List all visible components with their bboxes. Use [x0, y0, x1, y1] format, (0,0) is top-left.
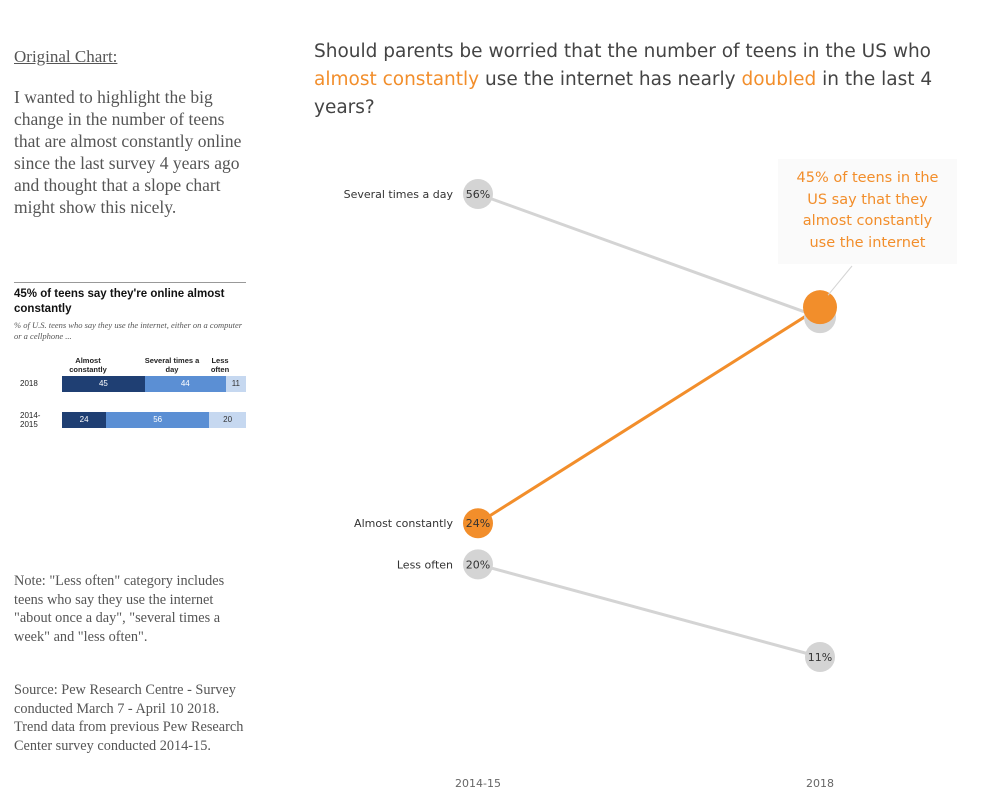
point-less-often-2018	[805, 642, 835, 672]
original-chart-bar-segment: 11	[225, 376, 246, 392]
original-chart-subtitle: % of U.S. teens who say they use the int…	[14, 320, 243, 341]
original-chart-thumbnail: 45% of teens say they're online almost c…	[14, 282, 246, 433]
original-chart-bar-segment: 56	[106, 412, 210, 428]
original-chart-bar-segment: 24	[62, 412, 107, 428]
chart-question-title: Should parents be worried that the numbe…	[314, 38, 974, 122]
series-name-less-often: Less often	[397, 558, 453, 571]
original-chart-row-label: 2018	[20, 379, 38, 388]
data-label-less-often-2018: 11%	[808, 651, 832, 664]
series-line-less-often	[476, 562, 822, 659]
original-chart-column-header: Almost constantly	[69, 356, 107, 374]
series-name-several-times-a-day: Several times a day	[344, 188, 454, 201]
question-part-2: use the internet has nearly	[479, 69, 742, 90]
question-highlight-almost-constantly: almost constantly	[314, 69, 480, 90]
original-chart-heading: Original Chart:	[14, 47, 118, 66]
point-almost-constantly-2014-15	[463, 508, 493, 539]
data-label-several-times-a-day-2014-15: 56%	[466, 188, 490, 201]
point-several-times-a-day-2014-15	[463, 179, 493, 209]
original-chart-title: 45% of teens say they're online almost c…	[14, 288, 225, 315]
original-chart-bar-segment: 45	[62, 376, 145, 392]
series-line-almost-constantly	[476, 305, 822, 525]
x-axis-tick-label: 2018	[806, 777, 834, 790]
intro-text: I wanted to highlight the big change in …	[14, 87, 242, 217]
series-line-several-times-a-day	[476, 192, 822, 319]
point-almost-constantly-2018	[803, 290, 837, 325]
original-chart-column-header: Less often	[210, 356, 230, 374]
note-text: Note: "Less often" category includes tee…	[14, 573, 225, 645]
source-text: Source: Pew Research Centre - Survey con…	[14, 682, 244, 754]
question-part-1: Should parents be worried that the numbe…	[314, 41, 931, 62]
data-label-almost-constantly-2014-15: 24%	[466, 517, 490, 530]
original-chart-column-header: Several times a day	[144, 356, 200, 374]
original-chart-bar-segment: 44	[144, 376, 226, 392]
original-chart-bar-segment: 20	[209, 412, 246, 428]
series-name-almost-constantly: Almost constantly	[354, 517, 453, 530]
original-chart-row-label: 2014- 2015	[20, 411, 41, 429]
x-axis-tick-label: 2014-15	[455, 777, 501, 790]
callout-annotation: 45% of teens in the US say that they alm…	[778, 159, 957, 264]
callout-connector	[827, 265, 853, 296]
data-label-less-often-2014-15: 20%	[466, 558, 490, 571]
point-less-often-2014-15	[463, 549, 493, 580]
question-part-3: in the last 4 years?	[314, 69, 933, 118]
question-highlight-doubled: doubled	[741, 69, 817, 90]
